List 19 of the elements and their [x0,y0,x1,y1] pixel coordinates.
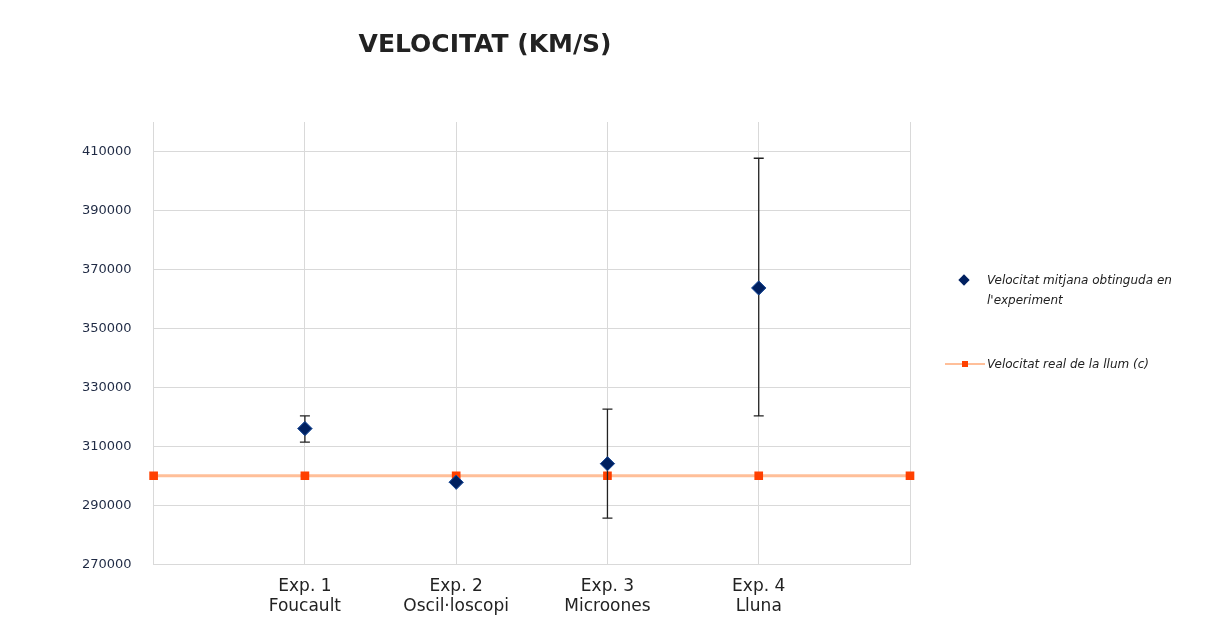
x-tick-label: Exp. 2 Oscil·loscopi [403,574,510,616]
y-tick-label: 390000 [81,201,132,217]
legend-label: Velocitat mitjana obtinguda en l'experiment [987,272,1173,309]
x-tick-label: Exp. 4 Lluna [732,574,786,616]
y-tick-label: 330000 [81,378,132,394]
y-tick-label: 310000 [81,437,132,453]
x-tick-label: Exp. 1 Foucault [268,574,342,616]
y-tick-label: 270000 [81,555,132,571]
point [751,280,767,296]
y-tick-label: 410000 [81,142,132,158]
y-tick-label: 290000 [81,496,132,512]
y-tick-label: 370000 [81,260,132,276]
x-tick-label: Exp. 3 Microones [564,574,651,616]
point [448,474,464,490]
chart-title: VELOCITAT (KM/S) [358,28,612,58]
point [599,456,615,472]
point [297,421,313,437]
y-tick-label: 350000 [81,319,132,335]
legend-label: Velocitat real de la llum (c) [987,356,1149,373]
